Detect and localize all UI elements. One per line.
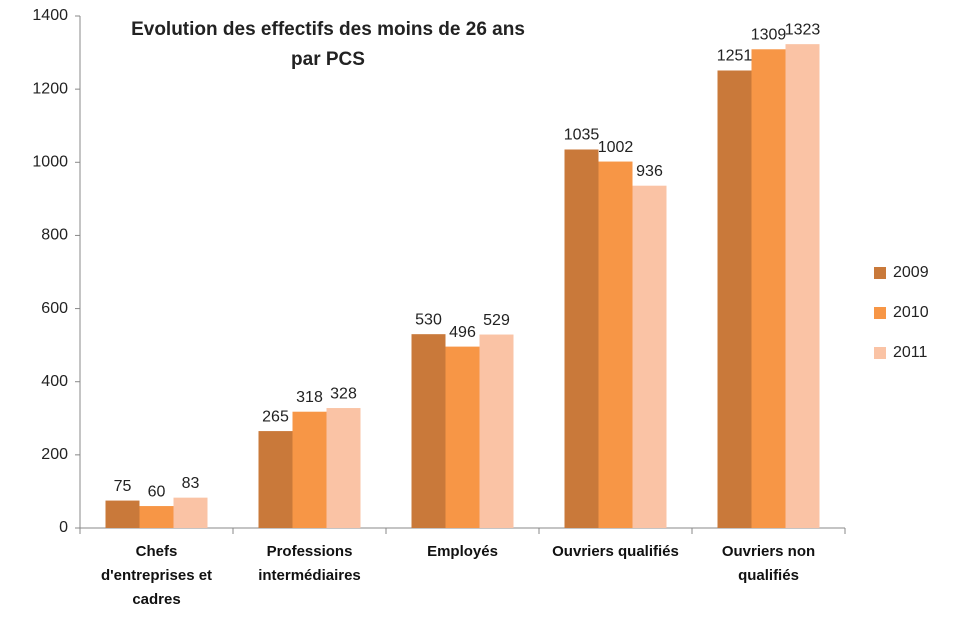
x-tick-label: Ouvriers non qualifiés [721, 543, 816, 584]
legend-label: 2011 [893, 344, 928, 361]
y-tick-label: 0 [59, 519, 68, 536]
bar [139, 506, 174, 528]
legend-label: 2010 [893, 304, 929, 321]
chart-title: par PCS [291, 49, 365, 70]
y-tick-label: 1000 [32, 154, 68, 171]
legend-swatch [874, 347, 886, 359]
legend-label: 2009 [893, 264, 929, 281]
data-label: 1309 [751, 26, 787, 43]
bar [751, 49, 786, 528]
data-label: 529 [483, 312, 510, 329]
bar [411, 334, 446, 528]
bar [785, 44, 820, 528]
x-tick-label: Chefs d'entreprises et cadres [100, 543, 213, 608]
bar [173, 497, 208, 528]
bar [105, 500, 140, 528]
data-label: 83 [182, 475, 200, 492]
x-tick-label: Employés [427, 543, 498, 560]
y-tick-label: 400 [41, 373, 68, 390]
y-tick-label: 200 [41, 446, 68, 463]
data-label: 328 [330, 385, 357, 402]
legend-swatch [874, 267, 886, 279]
legend-swatch [874, 307, 886, 319]
chart-title: Evolution des effectifs des moins de 26 … [131, 19, 525, 40]
y-tick-label: 1200 [32, 80, 68, 97]
x-tick-label: Ouvriers qualifiés [552, 543, 679, 560]
bar [258, 431, 293, 528]
data-label: 1323 [785, 21, 821, 38]
data-label: 1002 [598, 139, 634, 156]
data-label: 496 [449, 324, 476, 341]
bar [717, 70, 752, 529]
data-label: 75 [114, 478, 132, 495]
data-label: 936 [636, 163, 663, 180]
y-tick-label: 1400 [32, 7, 68, 24]
data-label: 1251 [717, 48, 753, 65]
data-label: 318 [296, 389, 323, 406]
data-label: 530 [415, 311, 442, 328]
bar [479, 334, 514, 528]
bar [598, 161, 633, 528]
data-label: 60 [148, 483, 166, 500]
data-label: 1035 [564, 127, 600, 144]
bar [445, 346, 480, 528]
bar [292, 411, 327, 528]
data-label: 265 [262, 408, 289, 425]
bar [564, 149, 599, 528]
bar [326, 408, 361, 528]
bar [632, 185, 667, 529]
y-tick-label: 600 [41, 300, 68, 317]
x-tick-label: Professions intermédiaires [258, 543, 361, 584]
y-tick-label: 800 [41, 227, 68, 244]
